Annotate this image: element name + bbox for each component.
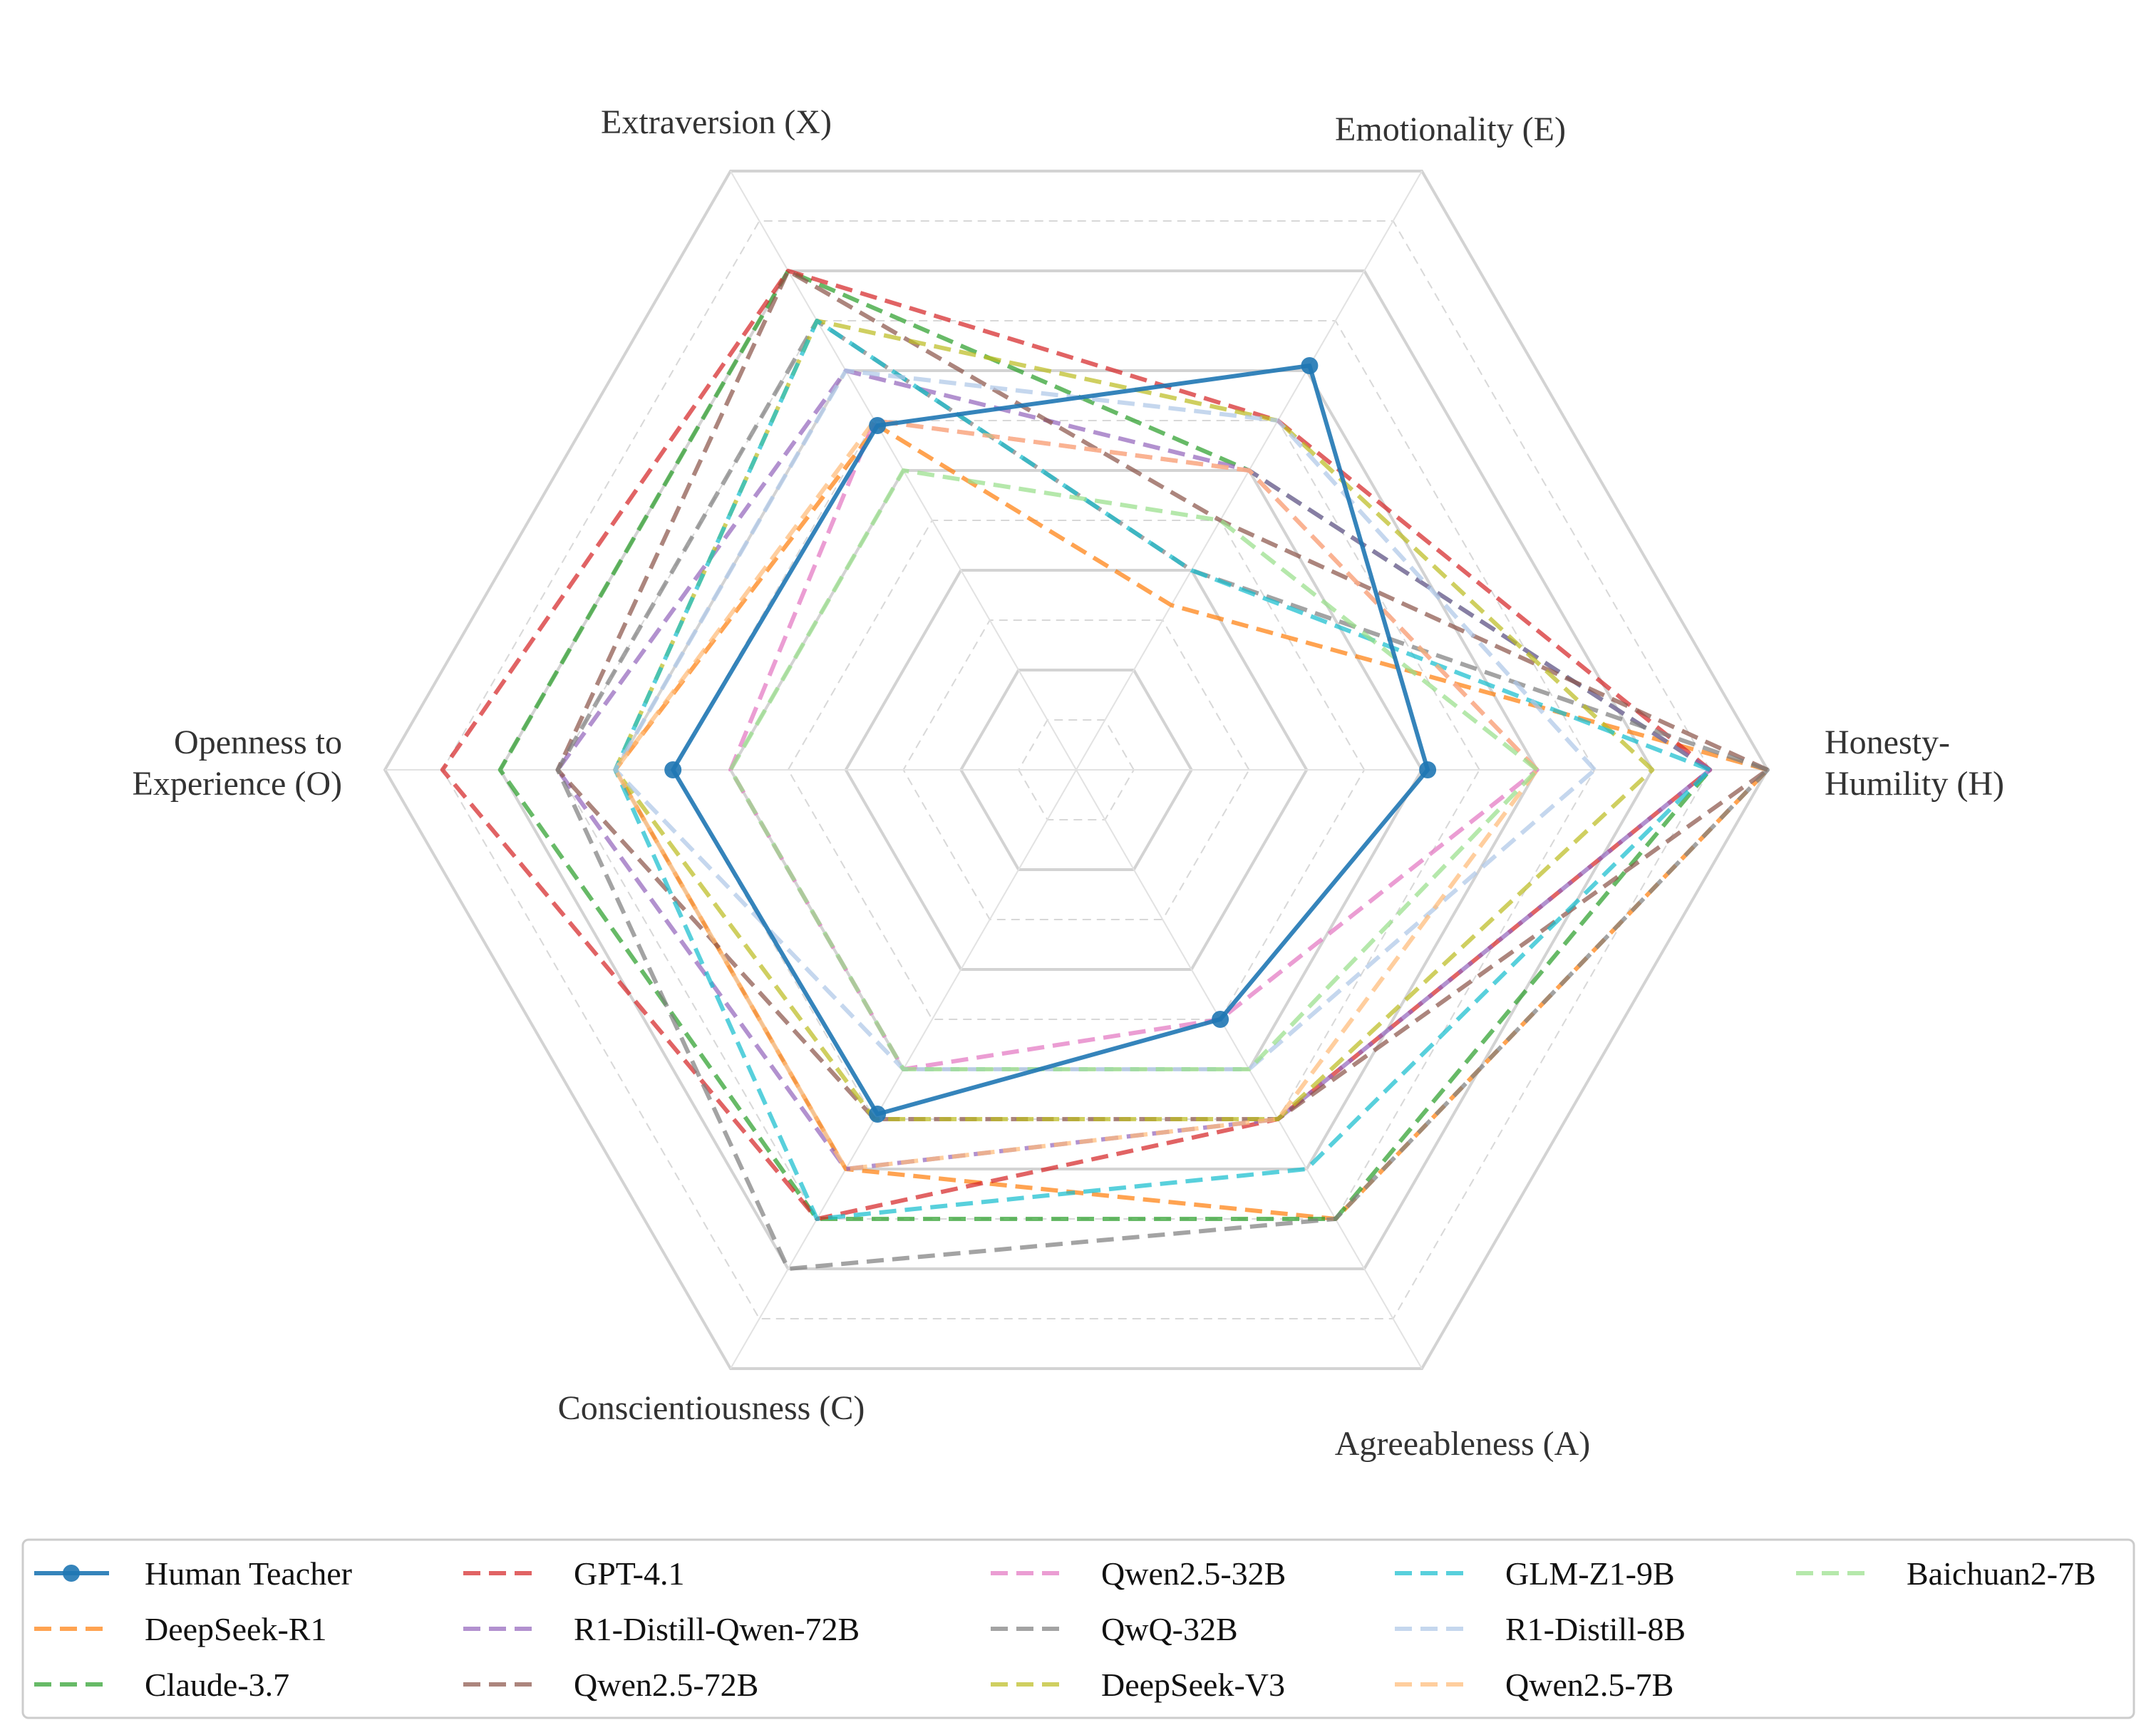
series-claude-3-7 bbox=[497, 269, 1713, 1221]
series-line-r1-distill-8b bbox=[613, 369, 1597, 1071]
legend-label-human-teacher: Human Teacher bbox=[145, 1555, 352, 1592]
legend-label-glm-z1-9b: GLM-Z1-9B bbox=[1505, 1555, 1675, 1592]
series-qwq-32b bbox=[555, 319, 1770, 1271]
legend-item-qwen2-5-32b: Qwen2.5-32B bbox=[991, 1555, 1286, 1592]
legend-label-claude-3-7: Claude-3.7 bbox=[145, 1667, 289, 1703]
legend-item-deepseek-v3: DeepSeek-V3 bbox=[991, 1667, 1285, 1703]
legend-label-deepseek-r1: DeepSeek-R1 bbox=[145, 1611, 326, 1647]
legend-item-deepseek-r1: DeepSeek-R1 bbox=[34, 1611, 326, 1647]
series-r1-distill-8b bbox=[613, 369, 1597, 1071]
series-point-human-teacher-C bbox=[869, 1106, 887, 1123]
legend-label-qwen2-5-32b: Qwen2.5-32B bbox=[1101, 1555, 1286, 1592]
series-line-claude-3-7 bbox=[497, 269, 1713, 1221]
axis-label-A: Agreeableness (A) bbox=[1335, 1425, 1591, 1463]
radar-spokes bbox=[385, 170, 1768, 1369]
legend-label-deepseek-v3: DeepSeek-V3 bbox=[1101, 1667, 1285, 1703]
legend-item-r1-distill-8b: R1-Distill-8B bbox=[1395, 1611, 1686, 1647]
axis-label-X: Extraversion (X) bbox=[601, 103, 832, 141]
series-qwen2-5-32b bbox=[728, 418, 1539, 1071]
series-point-human-teacher-X bbox=[869, 417, 887, 434]
axis-label-O: Openness to Experience (O) bbox=[133, 724, 343, 803]
legend-marker-human-teacher bbox=[63, 1565, 80, 1582]
series-line-qwen2-5-7b bbox=[613, 418, 1539, 1171]
series-baichuan2-7b bbox=[728, 468, 1539, 1071]
legend-item-qwen2-5-7b: Qwen2.5-7B bbox=[1395, 1667, 1673, 1703]
legend: Human Teacher DeepSeek-R1 Claude-3.7 GPT-4.… bbox=[21, 1538, 2135, 1719]
legend-item-glm-z1-9b: GLM-Z1-9B bbox=[1395, 1555, 1675, 1592]
series-point-human-teacher-H bbox=[1419, 761, 1437, 778]
legend-label-baichuan2-7b: Baichuan2-7B bbox=[1907, 1555, 2096, 1592]
series-line-qwq-32b bbox=[555, 319, 1770, 1271]
axis-label-H: Honesty-Humility (H) bbox=[1825, 724, 2004, 803]
legend-label-r1-distill-qwen-72b: R1-Distill-Qwen-72B bbox=[574, 1611, 860, 1647]
legend-label-qwq-32b: QwQ-32B bbox=[1101, 1611, 1238, 1647]
legend-item-claude-3-7: Claude-3.7 bbox=[34, 1667, 289, 1703]
axis-labels: Honesty-Humility (H) Emotionality (E) Extr… bbox=[133, 103, 2004, 1463]
legend-item-qwen2-5-72b: Qwen2.5-72B bbox=[463, 1667, 758, 1703]
radar-series bbox=[440, 269, 1770, 1271]
series-human-teacher bbox=[664, 357, 1437, 1123]
legend-item-gpt-4-1: GPT-4.1 bbox=[463, 1555, 685, 1592]
series-line-qwen2-5-32b bbox=[728, 418, 1539, 1071]
legend-item-r1-distill-qwen-72b: R1-Distill-Qwen-72B bbox=[463, 1611, 860, 1647]
legend-label-gpt-4-1: GPT-4.1 bbox=[574, 1555, 685, 1592]
series-point-human-teacher-A bbox=[1212, 1011, 1229, 1028]
axis-label-C: Conscientiousness (C) bbox=[558, 1389, 865, 1427]
series-qwen2-5-7b bbox=[613, 418, 1539, 1171]
series-line-qwen2-5-72b bbox=[555, 269, 1770, 1121]
axis-label-E: Emotionality (E) bbox=[1335, 110, 1566, 148]
legend-item-baichuan2-7b: Baichuan2-7B bbox=[1796, 1555, 2096, 1592]
legend-item-human-teacher: Human Teacher bbox=[34, 1555, 352, 1592]
legend-label-qwen2-5-72b: Qwen2.5-72B bbox=[574, 1667, 758, 1703]
series-point-human-teacher-O bbox=[664, 761, 682, 778]
series-point-human-teacher-E bbox=[1301, 357, 1319, 374]
legend-label-qwen2-5-7b: Qwen2.5-7B bbox=[1505, 1667, 1673, 1703]
series-qwen2-5-72b bbox=[555, 269, 1770, 1121]
legend-label-r1-distill-8b: R1-Distill-8B bbox=[1505, 1611, 1686, 1647]
series-line-baichuan2-7b bbox=[728, 468, 1539, 1071]
legend-frame bbox=[21, 1538, 2135, 1719]
legend-item-qwq-32b: QwQ-32B bbox=[991, 1611, 1238, 1647]
